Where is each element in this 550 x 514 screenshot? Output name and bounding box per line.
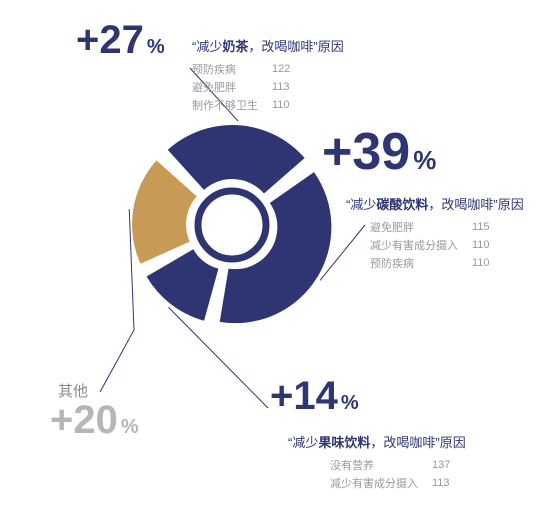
plus-sign: + <box>76 18 99 62</box>
reasons-milk-tea: 预防疾病122避免肥胖113制作不够卫生110 <box>192 60 304 114</box>
plus-sign: + <box>270 374 293 418</box>
callout-highlight: 碳酸饮料 <box>376 197 428 212</box>
percent-sign: % <box>147 36 165 58</box>
reason-label: 避免肥胖 <box>192 78 272 96</box>
reason-value: 115 <box>472 218 504 236</box>
callout-pre: “减少 <box>288 435 318 450</box>
reason-label: 减少有害成分摄入 <box>370 236 472 254</box>
reason-value: 122 <box>272 60 304 78</box>
slice-other <box>132 160 197 263</box>
reason-value: 110 <box>272 96 304 114</box>
inner-ring <box>198 191 266 259</box>
percent-sign: % <box>413 145 436 175</box>
reasons-fruit: 没有营养137减少有害成分摄入113 <box>330 456 464 492</box>
reason-value: 110 <box>472 254 504 272</box>
reason-row: 减少有害成分摄入113 <box>330 474 464 492</box>
reason-label: 没有营养 <box>330 456 432 474</box>
callout-pre: “减少 <box>192 39 222 54</box>
reason-row: 避免肥胖115 <box>370 218 504 236</box>
reason-value: 110 <box>472 236 504 254</box>
callout-post: ，改喝咖啡”原因 <box>370 435 465 450</box>
cup-icon <box>221 215 243 236</box>
slice-fruit <box>147 249 219 320</box>
callout-highlight: 奶茶 <box>222 39 248 54</box>
stat-value: 20 <box>73 398 118 442</box>
reason-value: 113 <box>272 78 304 96</box>
stat-milk-tea: +27% <box>76 18 165 63</box>
plus-sign: + <box>322 123 352 181</box>
reason-row: 预防疾病110 <box>370 254 504 272</box>
slice-milk_tea <box>168 125 305 193</box>
callout-pre: “减少 <box>346 197 376 212</box>
reason-label: 减少有害成分摄入 <box>330 474 432 492</box>
reason-label: 制作不够卫生 <box>192 96 272 114</box>
leader-other <box>100 209 134 392</box>
infographic-stage: +27% “减少奶茶，改喝咖啡”原因 预防疾病122避免肥胖113制作不够卫生1… <box>0 0 550 514</box>
stat-value: 27 <box>99 18 144 62</box>
reason-row: 没有营养137 <box>330 456 464 474</box>
percent-sign: % <box>341 392 359 414</box>
callout-post: ，改喝咖啡”原因 <box>428 197 523 212</box>
reason-label: 预防疾病 <box>370 254 472 272</box>
leader-fruit <box>169 307 268 408</box>
reason-row: 减少有害成分摄入110 <box>370 236 504 254</box>
plus-sign: + <box>50 398 73 442</box>
stat-carbonated: +39% <box>322 122 436 182</box>
reason-value: 113 <box>432 474 464 492</box>
reason-label: 避免肥胖 <box>370 218 472 236</box>
stat-fruit: +14% <box>270 374 359 419</box>
callout-post: ，改喝咖啡”原因 <box>248 39 343 54</box>
reason-value: 137 <box>432 456 464 474</box>
stat-value: 14 <box>293 374 338 418</box>
reason-row: 避免肥胖113 <box>192 78 304 96</box>
reason-row: 预防疾病122 <box>192 60 304 78</box>
reasons-carbonated: 避免肥胖115减少有害成分摄入110预防疾病110 <box>370 218 504 272</box>
percent-sign: % <box>121 416 139 438</box>
callout-carbonated: “减少碳酸饮料，改喝咖啡”原因 <box>346 194 524 213</box>
reason-label: 预防疾病 <box>192 60 272 78</box>
reason-row: 制作不够卫生110 <box>192 96 304 114</box>
callout-highlight: 果味饮料 <box>318 435 370 450</box>
stat-value: 39 <box>352 123 410 181</box>
stat-other: +20% <box>50 398 139 443</box>
callout-fruit: “减少果味饮料，改喝咖啡”原因 <box>288 432 466 451</box>
callout-milk-tea: “减少奶茶，改喝咖啡”原因 <box>192 36 344 55</box>
